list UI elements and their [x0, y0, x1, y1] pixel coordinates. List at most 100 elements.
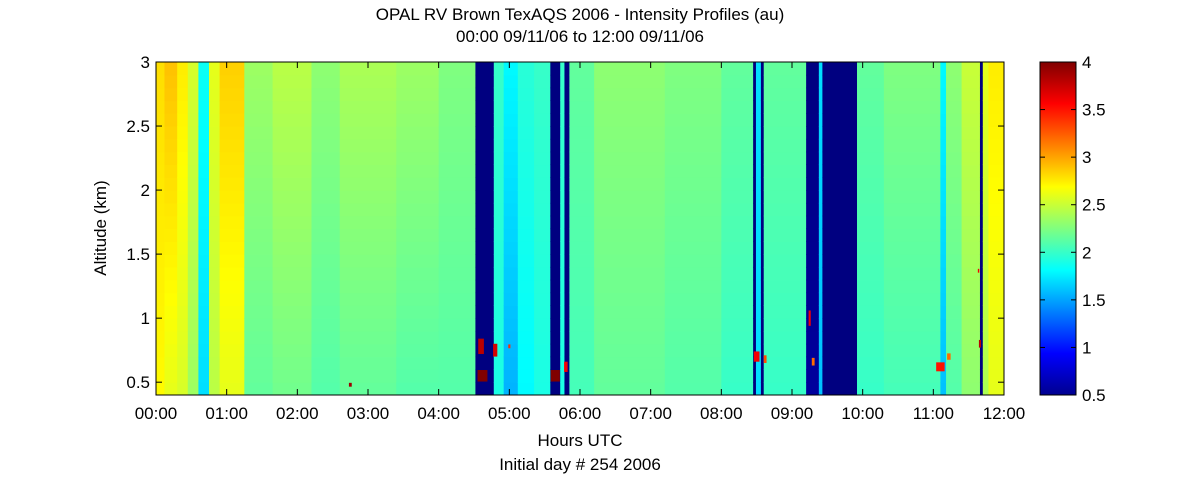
heatmap-cell	[517, 343, 535, 358]
heatmap-cell	[244, 151, 274, 166]
heatmap-cell	[219, 87, 245, 102]
heatmap-cell	[560, 382, 566, 395]
heatmap-cell	[272, 305, 313, 319]
heatmap-cell	[534, 202, 551, 217]
heatmap-cell	[493, 113, 505, 127]
heatmap-cell	[940, 113, 947, 127]
heatmap-column	[503, 62, 519, 395]
heatmap-cell	[564, 369, 570, 383]
heatmap-cell	[760, 369, 765, 383]
heatmap-cell	[177, 292, 189, 306]
heatmap-cell	[822, 343, 858, 358]
heatmap-cell	[883, 254, 941, 268]
heatmap-cell	[209, 126, 221, 140]
heatmap-cell	[311, 305, 341, 319]
heatmap-cell	[946, 62, 963, 76]
heatmap-blob	[348, 382, 352, 387]
heatmap-cell	[517, 87, 535, 102]
heatmap-cell	[664, 87, 722, 102]
heatmap-cell	[564, 87, 570, 102]
heatmap-cell	[311, 266, 341, 281]
heatmap-cell	[822, 202, 858, 217]
heatmap-cell	[569, 254, 595, 268]
heatmap-cell	[517, 138, 535, 153]
heatmap-cell	[438, 343, 477, 358]
heatmap-cell	[396, 382, 440, 395]
heatmap-cell	[272, 356, 313, 370]
heatmap-cell	[164, 202, 178, 217]
heatmap-cell	[979, 228, 984, 242]
heatmap-cell	[244, 190, 274, 204]
heatmap-cell	[156, 254, 166, 268]
heatmap-cell	[475, 87, 495, 102]
x-tick-label: 01:00	[205, 404, 248, 423]
heatmap-cell	[822, 164, 858, 178]
heatmap-cell	[755, 318, 762, 332]
heatmap-cell	[396, 266, 440, 281]
heatmap-cell	[857, 305, 885, 319]
heatmap-cell	[164, 87, 178, 102]
heatmap-cell	[988, 126, 1004, 140]
heatmap-cell	[272, 126, 313, 140]
heatmap-cell	[569, 318, 595, 332]
heatmap-cell	[272, 254, 313, 268]
heatmap-cell	[550, 292, 561, 306]
heatmap-cell	[187, 100, 199, 114]
heatmap-cell	[198, 177, 210, 191]
heatmap-cell	[209, 330, 221, 345]
heatmap-cell	[560, 151, 566, 166]
heatmap-cell	[961, 202, 981, 217]
heatmap-cell	[198, 215, 210, 230]
colorbar-tick-label: 3.5	[1082, 101, 1106, 120]
heatmap-cell	[339, 138, 397, 153]
heatmap-cell	[753, 266, 757, 281]
heatmap-cell	[198, 266, 210, 281]
heatmap-cell	[822, 215, 858, 230]
heatmap-cell	[339, 177, 397, 191]
heatmap-cell	[818, 87, 823, 102]
heatmap-column	[979, 62, 984, 395]
heatmap-cell	[763, 318, 807, 332]
heatmap-cell	[664, 279, 722, 294]
x-tick-label: 12:00	[983, 404, 1026, 423]
heatmap-cell	[438, 279, 477, 294]
heatmap-cell	[569, 266, 595, 281]
heatmap-cell	[396, 254, 440, 268]
heatmap-cell	[940, 202, 947, 217]
heatmap-cell	[209, 292, 221, 306]
heatmap-cell	[763, 356, 807, 370]
heatmap-cell	[982, 279, 990, 294]
heatmap-cell	[198, 241, 210, 255]
heatmap-column	[438, 62, 477, 395]
heatmap-cell	[187, 369, 199, 383]
heatmap-cell	[438, 100, 477, 114]
heatmap-cell	[569, 279, 595, 294]
heatmap-cell	[187, 87, 199, 102]
heatmap-cell	[982, 266, 990, 281]
heatmap-cell	[475, 254, 495, 268]
heatmap-cell	[721, 330, 754, 345]
heatmap-cell	[946, 215, 963, 230]
heatmap-cell	[198, 305, 210, 319]
heatmap-cell	[164, 113, 178, 127]
heatmap-cell	[438, 62, 477, 76]
heatmap-cell	[438, 113, 477, 127]
heatmap-cell	[940, 215, 947, 230]
heatmap-cell	[219, 318, 245, 332]
heatmap-cell	[244, 330, 274, 345]
heatmap-cell	[517, 62, 535, 76]
heatmap-cell	[517, 369, 535, 383]
heatmap-cell	[883, 190, 941, 204]
heatmap-cell	[475, 126, 495, 140]
heatmap-cell	[806, 190, 820, 204]
heatmap-cell	[818, 266, 823, 281]
heatmap-cell	[755, 369, 762, 383]
heatmap-cell	[940, 241, 947, 255]
heatmap-cell	[664, 318, 722, 332]
heatmap-cell	[988, 292, 1004, 306]
heatmap-cell	[857, 177, 885, 191]
heatmap-cell	[564, 254, 570, 268]
heatmap-cell	[753, 228, 757, 242]
heatmap-cell	[961, 382, 981, 395]
heatmap-blob	[936, 362, 945, 372]
